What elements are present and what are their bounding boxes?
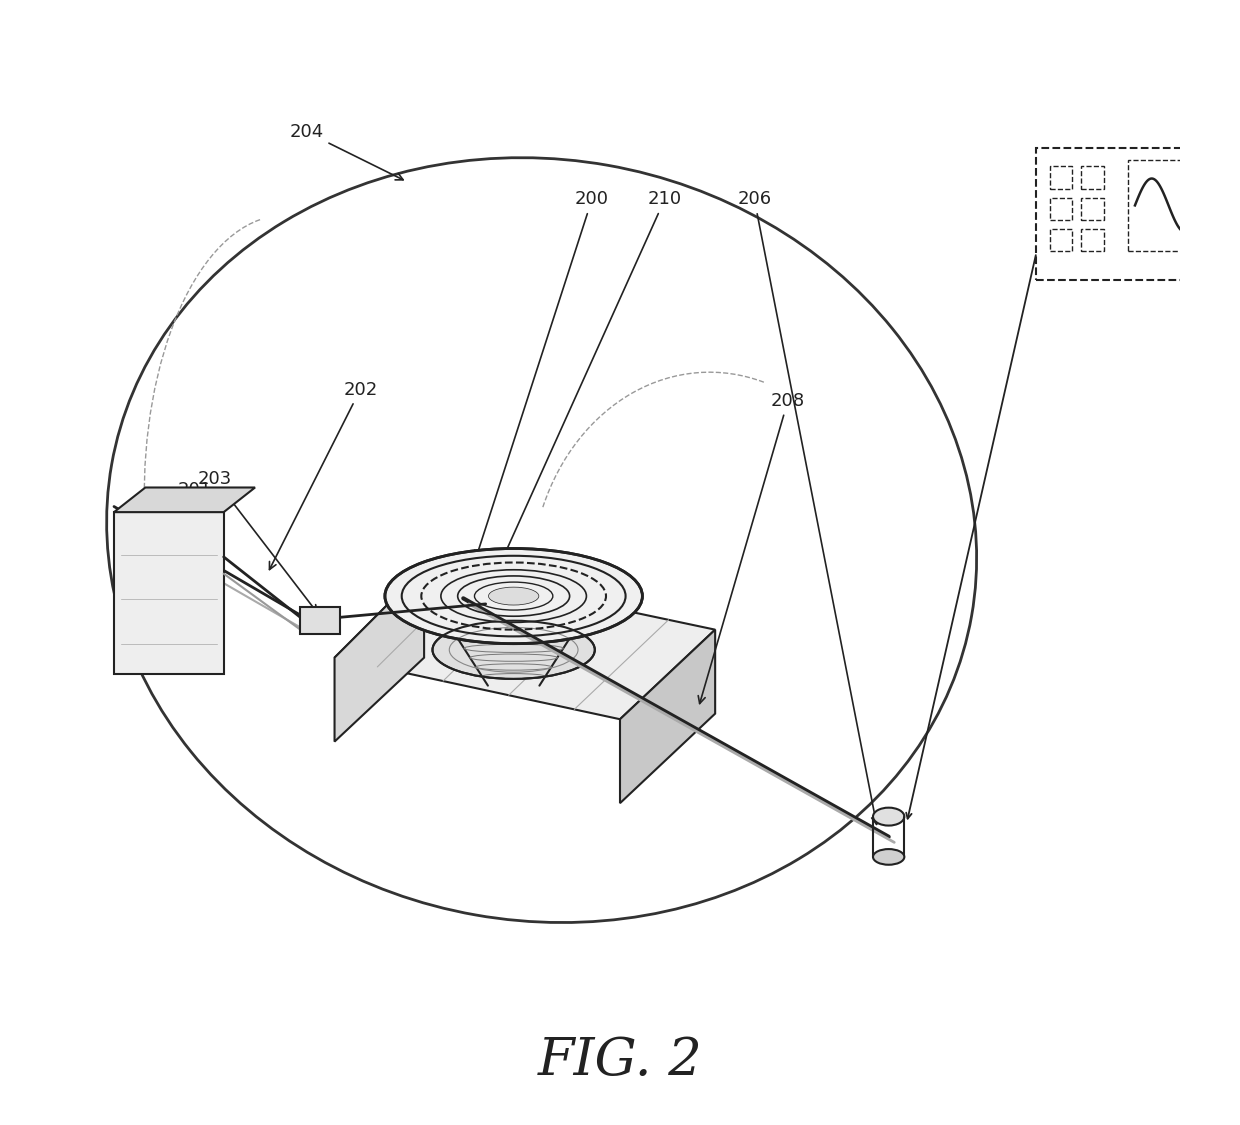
Ellipse shape bbox=[489, 587, 539, 605]
Polygon shape bbox=[620, 630, 715, 803]
Text: 200: 200 bbox=[475, 190, 609, 558]
FancyBboxPatch shape bbox=[1128, 160, 1209, 251]
Text: 203: 203 bbox=[197, 470, 317, 612]
Polygon shape bbox=[335, 568, 715, 719]
Polygon shape bbox=[335, 568, 424, 741]
Polygon shape bbox=[114, 512, 223, 675]
Ellipse shape bbox=[384, 549, 642, 644]
Bar bbox=[300, 608, 340, 634]
Ellipse shape bbox=[873, 808, 904, 826]
Polygon shape bbox=[114, 487, 255, 512]
Text: 204: 204 bbox=[289, 123, 403, 180]
Text: FIG. 2: FIG. 2 bbox=[538, 1035, 702, 1086]
Text: 201: 201 bbox=[170, 482, 212, 558]
Text: 202: 202 bbox=[269, 380, 377, 569]
Text: 208: 208 bbox=[698, 392, 805, 703]
Ellipse shape bbox=[433, 621, 595, 678]
Ellipse shape bbox=[873, 849, 904, 865]
Text: 206: 206 bbox=[738, 190, 879, 825]
Text: 210: 210 bbox=[498, 190, 682, 567]
FancyBboxPatch shape bbox=[1037, 148, 1225, 280]
